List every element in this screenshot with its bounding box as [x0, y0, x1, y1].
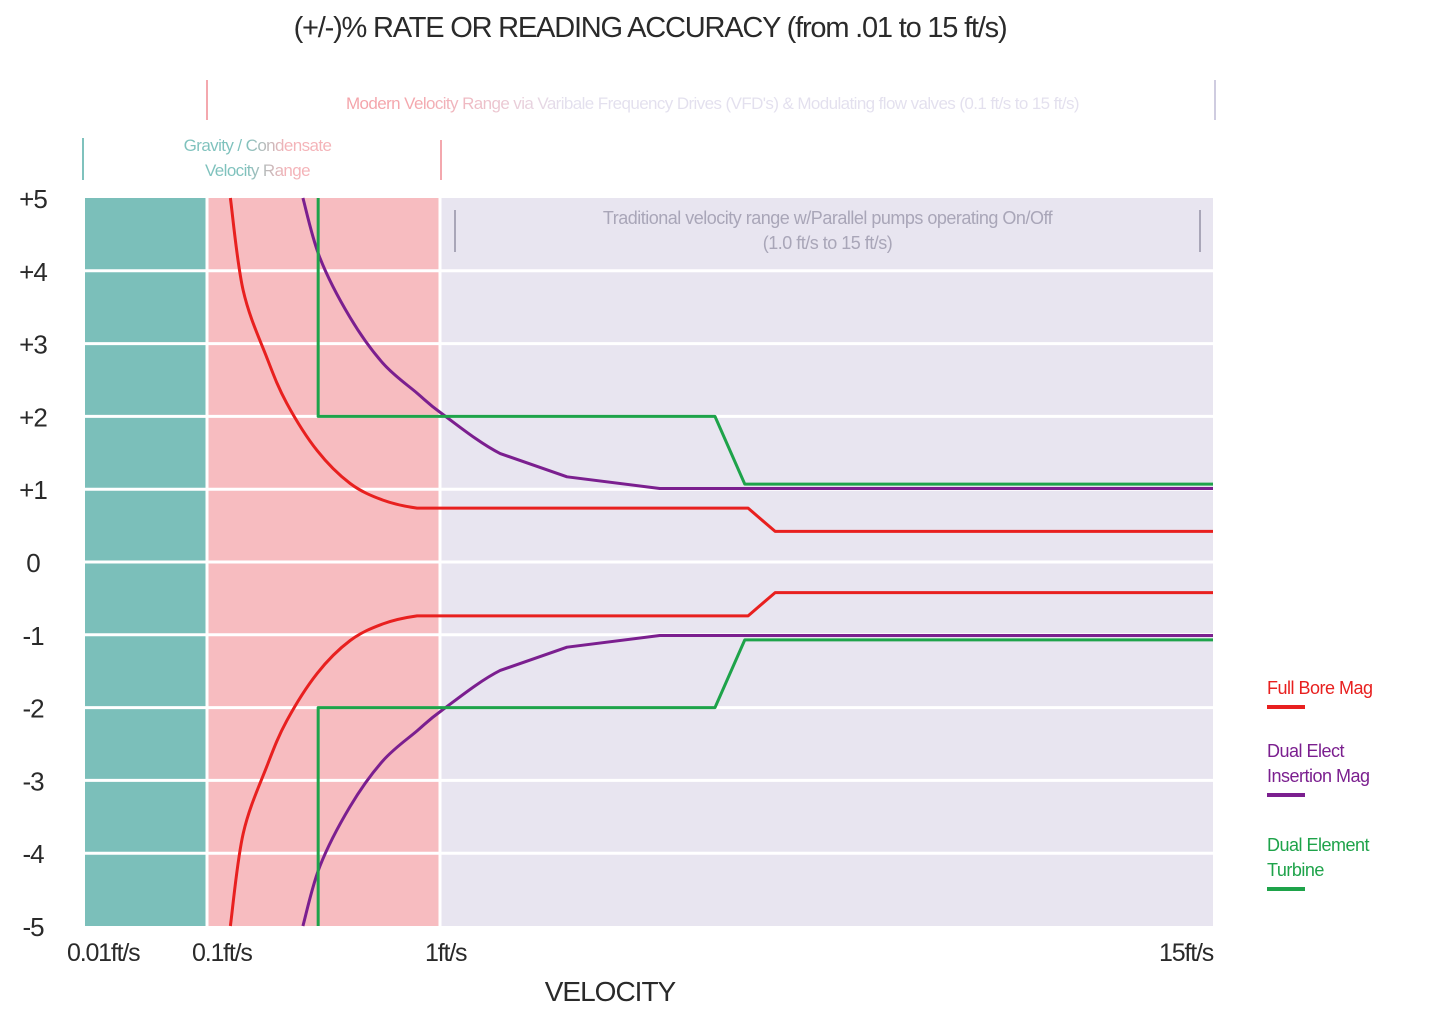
- series-line-full-bore-mag-upper: [228, 197, 1213, 533]
- legend-item-dual-element-turbine: Dual Element Turbine: [1267, 833, 1370, 891]
- legend-item-full-bore-mag: Full Bore Mag: [1267, 676, 1373, 709]
- legend-swatch: [1267, 705, 1305, 709]
- legend-label: Dual Elect: [1267, 741, 1345, 761]
- y-tick-label: -2: [22, 694, 44, 724]
- annotation-traditional-range: Traditional velocity range w/Parallel pu…: [470, 206, 1185, 256]
- y-tick-label: +3: [19, 330, 47, 360]
- series-line-dual-elect-insertion-mag-upper: [301, 197, 1213, 490]
- y-tick-label: -1: [22, 621, 44, 651]
- annotation-traditional-line1: Traditional velocity range w/Parallel pu…: [602, 208, 1053, 228]
- legend-label: Dual Element: [1267, 835, 1370, 855]
- y-tick-label: 0: [26, 548, 40, 578]
- y-tick-label: +4: [19, 257, 47, 287]
- legend-label: Full Bore Mag: [1267, 678, 1373, 698]
- y-tick-label: -4: [22, 839, 44, 869]
- annotation-gravity-line2: Velocity Range: [204, 161, 310, 180]
- annotation-gravity-line1: Gravity / Condensate: [183, 136, 332, 155]
- series-line-dual-element-turbine-upper: [316, 198, 1213, 486]
- y-tick-label: +2: [19, 402, 47, 432]
- chart-title: (+/-)% RATE OR READING ACCURACY (from .0…: [293, 12, 1008, 44]
- x-tick-label: 0.1ft/s: [192, 939, 252, 967]
- legend-swatch: [1267, 793, 1305, 797]
- x-tick-label: 15ft/s: [1159, 939, 1214, 967]
- annotation-traditional-line2: (1.0 ft/s to 15 ft/s): [762, 233, 893, 253]
- x-tick-label: 1ft/s: [425, 939, 467, 967]
- y-tick-label: -5: [22, 912, 44, 942]
- legend-item-dual-elect-insertion-mag: Dual Elect Insertion Mag: [1267, 739, 1370, 797]
- legend-swatch: [1267, 887, 1305, 891]
- x-tick-label: 0.01ft/s: [67, 939, 140, 967]
- x-axis-label: VELOCITY: [544, 976, 676, 1007]
- legend-label: Turbine: [1267, 860, 1324, 880]
- legend-label: Insertion Mag: [1267, 766, 1370, 786]
- annotation-modern-range: Modern Velocity Range via Varibale Frequ…: [225, 91, 1200, 116]
- series-line-dual-element-turbine-lower: [316, 638, 1213, 926]
- y-tick-label: +1: [19, 475, 47, 505]
- annotation-gravity-range: Gravity / Condensate Velocity Range: [140, 133, 375, 183]
- y-tick-label: +5: [19, 184, 47, 214]
- series-line-full-bore-mag-lower: [228, 591, 1213, 927]
- series-line-dual-elect-insertion-mag-lower: [301, 634, 1213, 927]
- y-tick-label: -3: [22, 766, 44, 796]
